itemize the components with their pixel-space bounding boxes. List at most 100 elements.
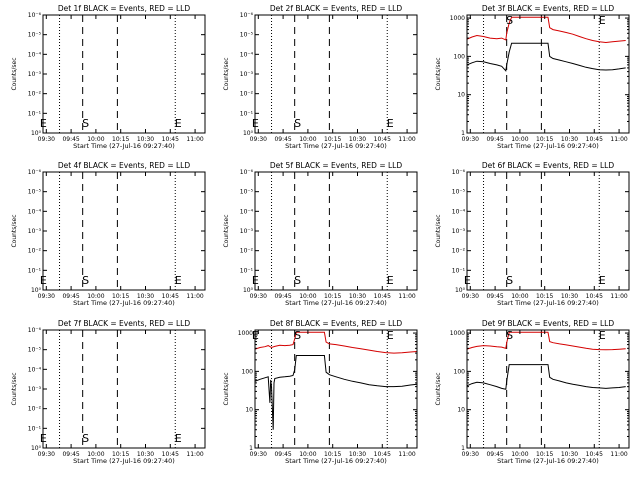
y-tick-label: 10⁻⁵ — [28, 32, 42, 39]
plot-frame — [254, 14, 418, 134]
y-tick-label: 10⁻⁵ — [28, 189, 42, 196]
x-tick-label: 09:45 — [62, 293, 79, 300]
event-marker-label: S — [506, 14, 513, 27]
x-tick-label: 09:45 — [274, 136, 291, 143]
plot-frame — [466, 171, 630, 291]
x-tick-label: 10:45 — [162, 451, 179, 458]
x-tick-label: 10:30 — [349, 451, 366, 458]
lld-series-line — [467, 16, 626, 44]
y-tick-label: 10⁻⁶ — [240, 169, 254, 176]
y-tick-label: 10⁻⁶ — [28, 169, 42, 176]
x-tick-label: 09:45 — [486, 136, 503, 143]
y-tick-label: 10⁻³ — [240, 228, 254, 235]
y-tick-label: 10⁻⁵ — [452, 189, 466, 196]
x-tick-label: 10:45 — [374, 293, 391, 300]
x-tick-label: 10:00 — [511, 451, 528, 458]
x-tick-label: 10:15 — [536, 451, 553, 458]
x-tick-label: 10:00 — [87, 451, 104, 458]
plot-frame — [466, 329, 630, 449]
x-tick-label: 09:45 — [274, 451, 291, 458]
y-tick-label: 10⁻³ — [28, 228, 42, 235]
x-tick-label: 11:00 — [398, 451, 415, 458]
y-axis-label: Counts/sec — [223, 57, 230, 90]
x-tick-label: 11:00 — [610, 451, 627, 458]
event-marker-label: S — [506, 329, 513, 342]
y-tick-label: 10⁻² — [452, 248, 466, 255]
y-tick-label: 10⁻³ — [452, 228, 466, 235]
x-tick-label: 10:15 — [324, 451, 341, 458]
y-axis-label: Counts/sec — [11, 372, 18, 405]
lld-series-line — [255, 331, 417, 354]
x-tick-label: 11:00 — [186, 136, 203, 143]
x-tick-label: 11:00 — [186, 293, 203, 300]
y-tick-label: 10⁻⁴ — [452, 208, 466, 215]
x-tick-label: 10:45 — [374, 136, 391, 143]
y-tick-label: 10⁻⁶ — [28, 327, 42, 334]
y-tick-label: 1 — [461, 445, 465, 452]
event-marker-label: E — [175, 274, 182, 287]
x-axis-label: Start Time (27-Jul-16 09:27:40) — [73, 457, 175, 465]
event-marker-label: S — [506, 274, 513, 287]
y-tick-label: 10⁻⁵ — [240, 189, 254, 196]
y-tick-label: 1000 — [450, 15, 465, 22]
x-tick-label: 10:00 — [511, 293, 528, 300]
y-tick-label: 10⁻¹ — [28, 267, 42, 274]
x-tick-label: 09:30 — [462, 136, 479, 143]
panel-title: Det 7f BLACK = Events, RED = LLD — [58, 319, 191, 328]
event-marker-label: E — [599, 329, 606, 342]
event-marker-label: S — [82, 117, 89, 130]
event-marker-label: E — [599, 14, 606, 27]
event-marker-label: E — [387, 274, 394, 287]
x-tick-label: 10:00 — [511, 136, 528, 143]
events-series-line — [467, 364, 626, 390]
x-tick-label: 09:30 — [462, 451, 479, 458]
x-tick-label: 10:45 — [586, 451, 603, 458]
y-tick-label: 1 — [461, 130, 465, 137]
y-tick-label: 10⁻¹ — [452, 267, 466, 274]
plot-frame — [466, 14, 630, 134]
x-tick-label: 10:15 — [324, 293, 341, 300]
y-axis-label: Counts/sec — [435, 214, 442, 247]
y-axis-label: Counts/sec — [11, 57, 18, 90]
x-tick-label: 10:15 — [112, 136, 129, 143]
x-tick-label: 11:00 — [398, 136, 415, 143]
y-tick-label: 10⁻² — [240, 91, 254, 98]
plot-frame — [254, 171, 418, 291]
event-marker-label: E — [599, 274, 606, 287]
y-tick-label: 10⁻⁴ — [28, 51, 42, 58]
x-tick-label: 09:45 — [62, 451, 79, 458]
y-tick-label: 10 — [457, 92, 465, 99]
y-tick-label: 10⁻⁶ — [452, 169, 466, 176]
event-marker-label: S — [82, 274, 89, 287]
y-tick-label: 1000 — [238, 330, 253, 337]
event-marker-label: S — [294, 274, 301, 287]
y-tick-label: 10⁻⁶ — [28, 12, 42, 19]
y-tick-label: 100 — [454, 368, 466, 375]
x-tick-label: 09:30 — [462, 293, 479, 300]
x-tick-label: 10:30 — [561, 136, 578, 143]
y-tick-label: 1 — [249, 445, 253, 452]
x-tick-label: 11:00 — [398, 293, 415, 300]
x-axis-label: Start Time (27-Jul-16 09:27:40) — [73, 299, 175, 307]
y-tick-label: 10⁰ — [455, 287, 466, 294]
y-tick-label: 100 — [242, 368, 254, 375]
x-tick-label: 10:15 — [536, 293, 553, 300]
x-tick-label: 10:30 — [137, 136, 154, 143]
x-tick-label: 10:45 — [586, 136, 603, 143]
y-tick-label: 10⁻¹ — [240, 267, 254, 274]
x-tick-label: 09:45 — [486, 293, 503, 300]
plot-frame — [254, 329, 418, 449]
y-tick-label: 10⁻¹ — [28, 425, 42, 432]
x-tick-label: 09:30 — [38, 293, 55, 300]
y-tick-label: 10 — [245, 407, 253, 414]
y-tick-label: 10⁻² — [28, 406, 42, 413]
x-tick-label: 10:45 — [586, 293, 603, 300]
x-tick-label: 10:00 — [87, 136, 104, 143]
x-tick-label: 09:30 — [38, 451, 55, 458]
